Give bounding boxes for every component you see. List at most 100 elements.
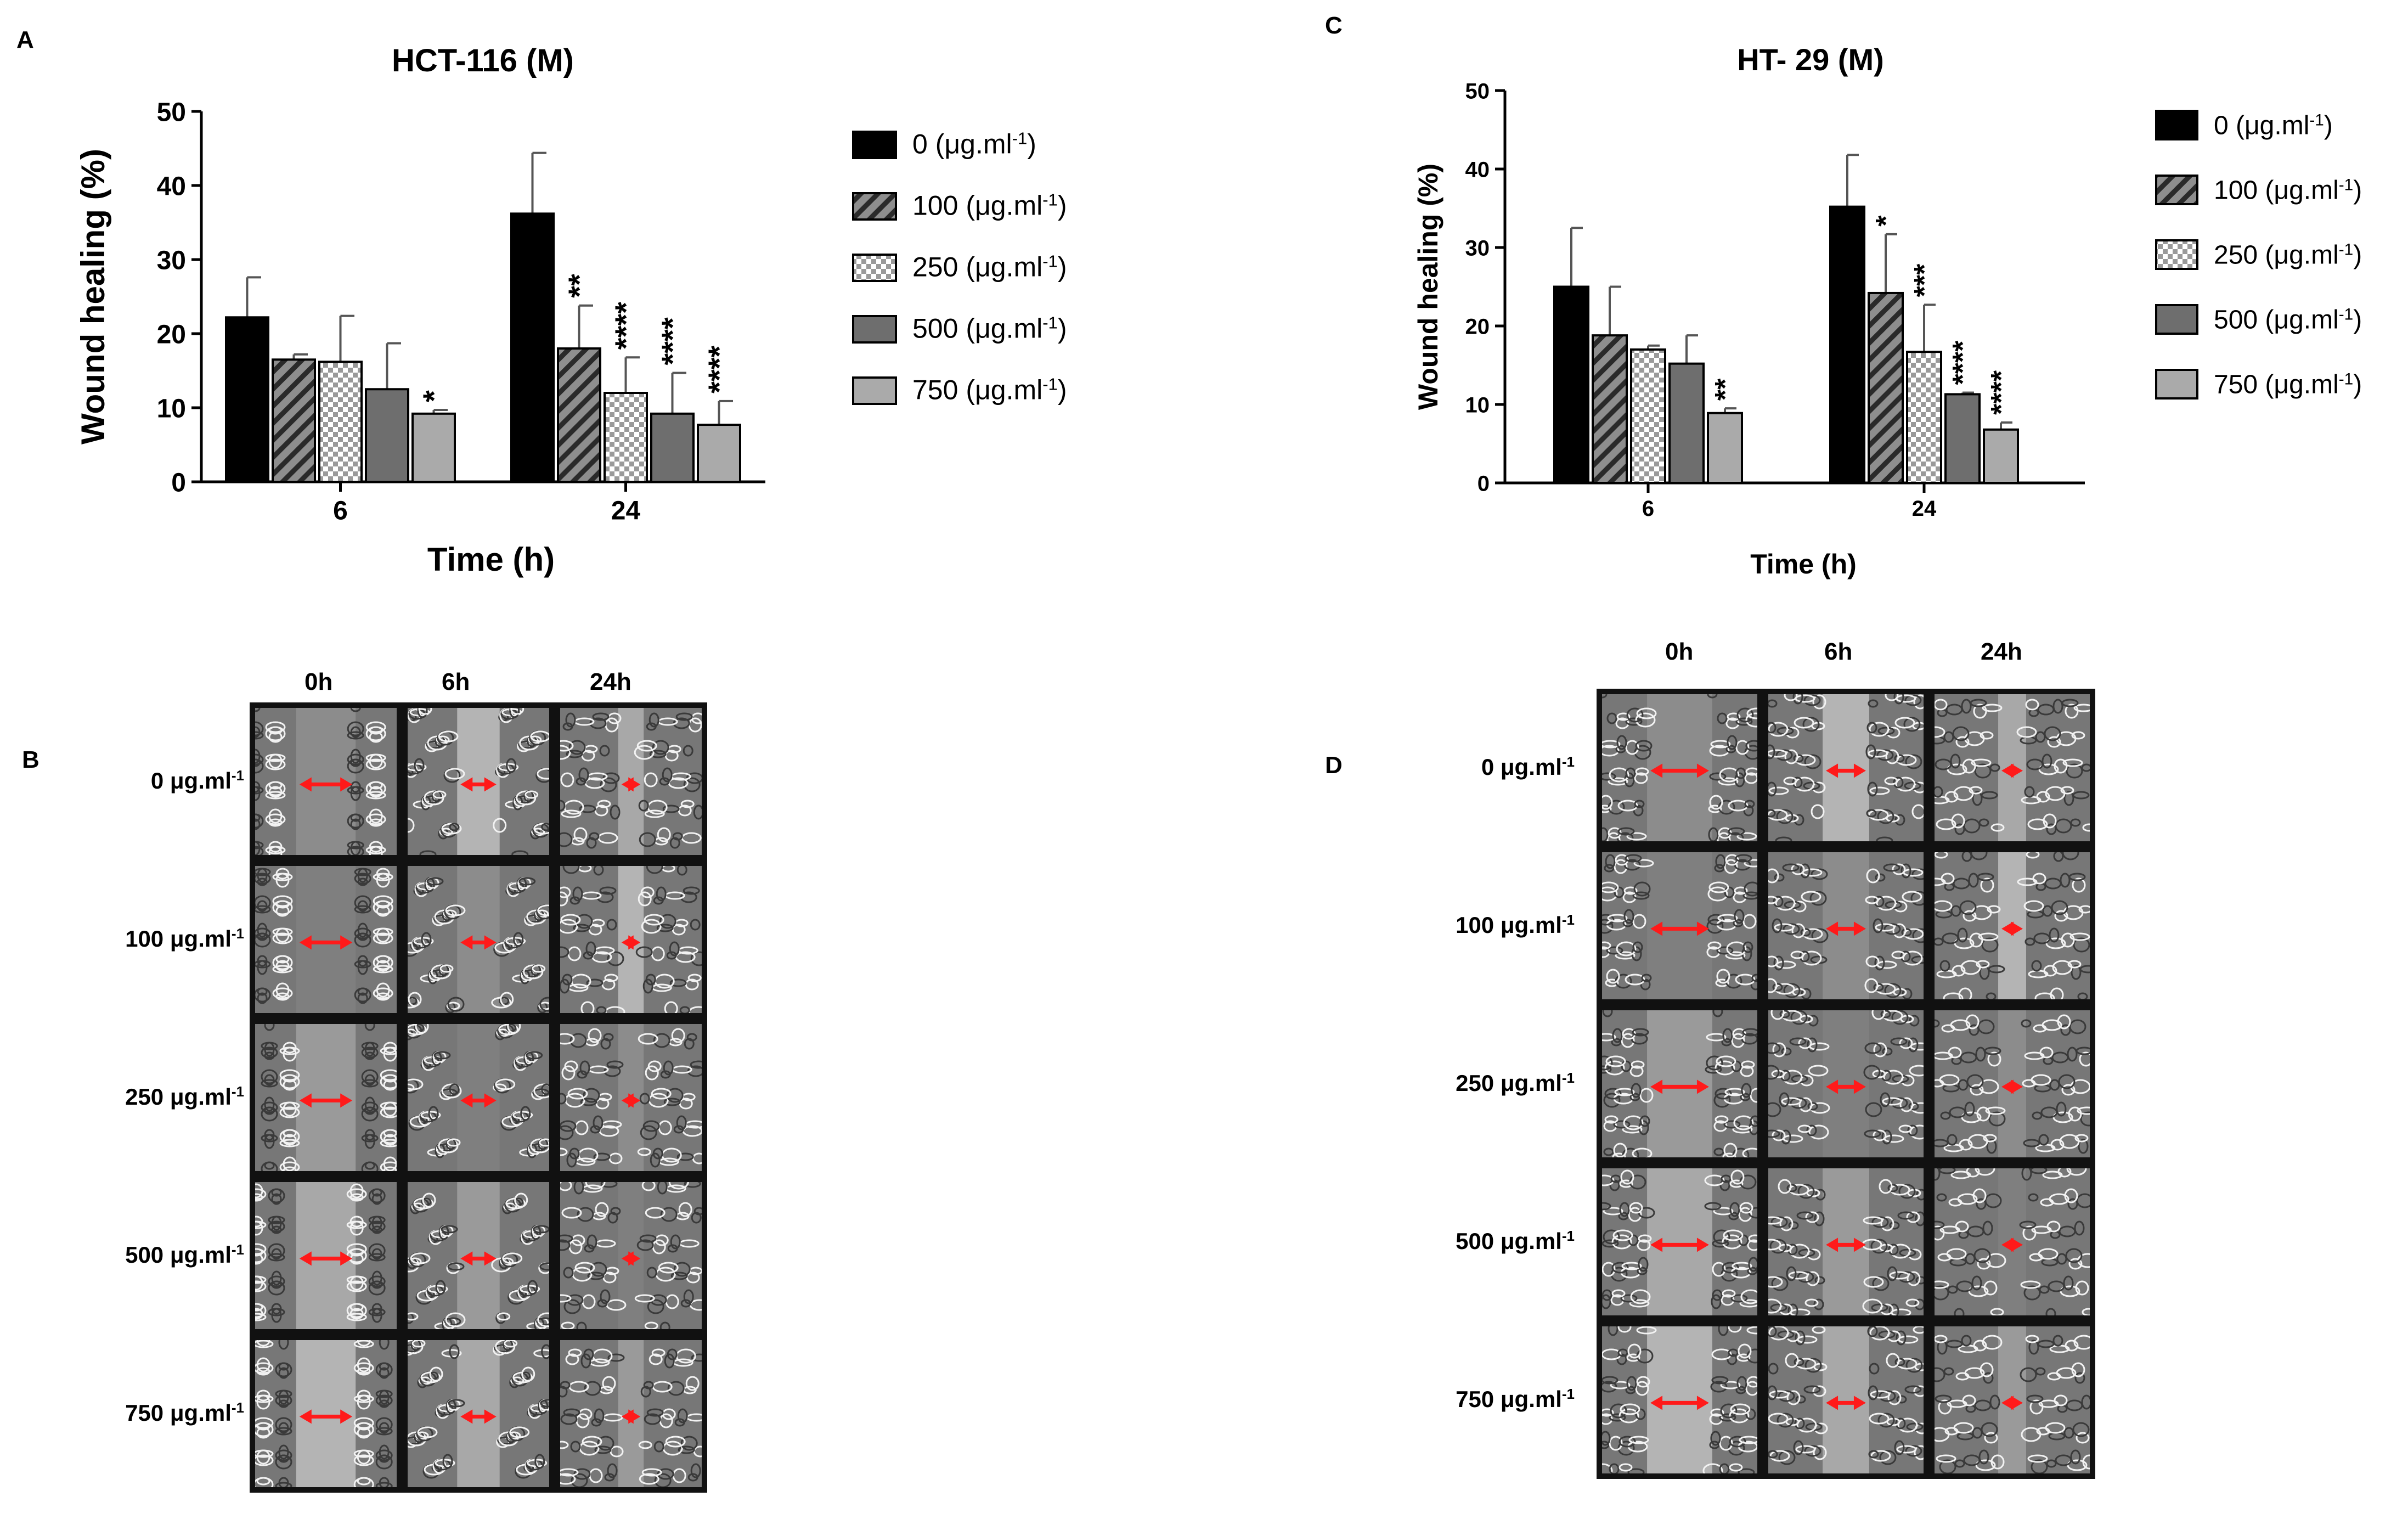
bar-500-6 (365, 388, 409, 483)
micrograph-image (408, 1182, 549, 1329)
bar-500-24 (1944, 393, 1981, 484)
time-point-label: 24h (590, 668, 631, 695)
time-point-label: 0h (304, 668, 333, 695)
y-tick-label: 20 (1465, 314, 1490, 339)
concentration-row-label: 250 μg.ml-1 (125, 1083, 244, 1110)
x-tick-label: 24 (1912, 497, 1937, 521)
time-point-label: 0h (1665, 638, 1694, 665)
micrograph-cell (255, 866, 397, 1013)
time-point-label: 24h (1981, 638, 2022, 665)
micrograph-grid (1597, 689, 2095, 1479)
concentration-row-label: 250 μg.ml-1 (1456, 1070, 1575, 1096)
x-axis-label: Time (h) (427, 541, 555, 578)
significance-label: *** (1909, 263, 1941, 297)
bar-0-24 (1829, 205, 1865, 484)
x-axis-label: Time (h) (1750, 549, 1857, 580)
micrograph-cell (1602, 1010, 1757, 1157)
micrograph-image (408, 1024, 549, 1171)
micrograph-image (255, 866, 397, 1013)
legend-label: 100 (μg.ml-1) (2214, 176, 2362, 205)
micrograph-image (560, 1340, 702, 1487)
micrograph-image (1768, 1168, 1924, 1315)
micrograph-image (1768, 852, 1924, 999)
legend-label: 250 (μg.ml-1) (912, 251, 1067, 283)
micrograph-cell (1935, 1168, 2090, 1315)
y-axis-label: Wound healing (%) (1413, 164, 1443, 410)
bar-100-24 (1868, 291, 1904, 484)
legend-swatch (852, 192, 897, 221)
micrograph-cell (1935, 1010, 2090, 1157)
micrograph-cell (255, 708, 397, 855)
bar-750-6 (1707, 412, 1743, 484)
micrograph-cell (1935, 694, 2090, 841)
legend-label: 250 (μg.ml-1) (2214, 240, 2362, 270)
significance-label: **** (1947, 340, 1979, 385)
micrograph-cell (1768, 694, 1924, 841)
bar-250-24 (1906, 351, 1942, 484)
concentration-row-label: 100 μg.ml-1 (125, 925, 244, 952)
y-tick-label: 30 (157, 246, 186, 275)
micrograph-cell (408, 708, 549, 855)
micrograph-cell (1935, 852, 2090, 999)
y-tick-label: 50 (157, 98, 186, 127)
chart-hct116: HCT-116 (M) 0 10 20 30 40 50 Wound healing (%) 6… (75, 43, 1067, 578)
bar-250-6 (318, 361, 363, 483)
legend-label: 750 (μg.ml-1) (912, 374, 1067, 406)
micrograph-cell (408, 1024, 549, 1171)
micrograph-image (255, 1024, 397, 1171)
significance-label: **** (1986, 370, 2017, 415)
chart-title: HCT-116 (M) (392, 43, 574, 78)
bar-500-6 (1668, 362, 1705, 485)
bar-100-24 (557, 347, 601, 483)
micrograph-cell (255, 1340, 397, 1487)
micrograph-image (1602, 1326, 1757, 1473)
bar-100-6 (1592, 334, 1628, 484)
micrograph-image (560, 866, 702, 1013)
y-tick-label: 40 (157, 172, 186, 201)
micrograph-cell (408, 866, 549, 1013)
legend-label: 500 (μg.ml-1) (2214, 305, 2362, 335)
micrograph-image (560, 708, 702, 855)
micrograph-cell (1602, 852, 1757, 999)
micrograph-image (1602, 1010, 1757, 1157)
bar-750-24 (1983, 428, 2019, 485)
micrograph-image (408, 1340, 549, 1487)
micrograph-image (1768, 694, 1924, 841)
concentration-row-label: 500 μg.ml-1 (1456, 1228, 1575, 1254)
concentration-row-label: 750 μg.ml-1 (1456, 1386, 1575, 1412)
bar-250-6 (1630, 348, 1666, 485)
micrograph-cell (408, 1340, 549, 1487)
y-tick-label: 0 (171, 468, 186, 497)
legend-label: 0 (μg.ml-1) (2214, 111, 2333, 140)
legend-label: 750 (μg.ml-1) (2214, 370, 2362, 400)
micrograph-cell (560, 1340, 702, 1487)
panel-letter-d: D (1325, 752, 1343, 779)
micrograph-cell (560, 708, 702, 855)
time-point-label: 6h (1824, 638, 1853, 665)
significance-label: **** (655, 317, 690, 365)
micrograph-image (255, 1340, 397, 1487)
micrograph-image (1602, 694, 1757, 841)
x-tick-label: 6 (333, 496, 348, 525)
legend-swatch (2155, 369, 2198, 400)
micrograph-cell (560, 1024, 702, 1171)
micrograph-image (1768, 1326, 1924, 1473)
panel-letter-c: C (1325, 12, 1343, 39)
concentration-row-label: 750 μg.ml-1 (125, 1399, 244, 1426)
micrograph-image (1935, 852, 2090, 999)
chart-title: HT- 29 (M) (1737, 42, 1884, 77)
bar-0-6 (1553, 285, 1589, 484)
y-tick-label: 50 (1465, 79, 1490, 103)
y-tick-label: 10 (157, 394, 186, 423)
chart-ht29: HT- 29 (M) 0 10 20 30 40 50 Wound healing (%) 6 *… (1413, 42, 2362, 580)
legend-swatch (2155, 175, 2198, 205)
panel-letter-b: B (22, 746, 40, 773)
y-tick-label: 10 (1465, 393, 1490, 417)
y-axis-label: Wound healing (%) (75, 149, 111, 445)
micrograph-cell (1602, 1168, 1757, 1315)
legend-swatch (852, 315, 897, 344)
micrograph-image (255, 1182, 397, 1329)
micrograph-cell (1602, 694, 1757, 841)
micrograph-cell (255, 1024, 397, 1171)
micrograph-image (560, 1182, 702, 1329)
